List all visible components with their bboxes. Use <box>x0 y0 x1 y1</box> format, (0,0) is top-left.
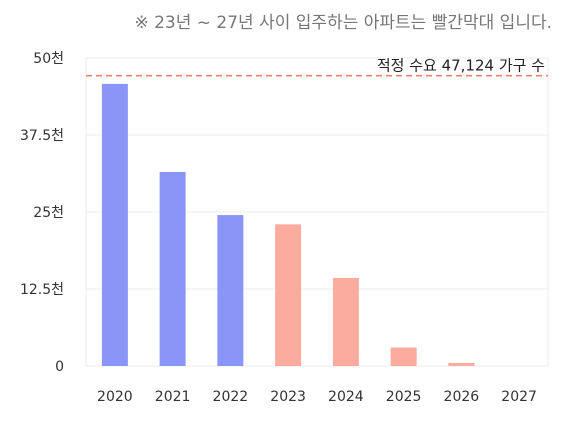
x-tick-label: 2023 <box>270 389 306 405</box>
bar <box>101 83 128 366</box>
y-tick-label: 50천 <box>33 51 64 67</box>
y-tick-label: 37.5천 <box>20 128 64 144</box>
y-tick-label: 12.5천 <box>20 282 64 298</box>
x-axis: 2020 2021 2022 2023 2024 2025 2026 2027 <box>97 389 537 405</box>
x-tick-label: 2025 <box>386 389 422 405</box>
y-axis: 0 12.5천 25천 37.5천 50천 <box>20 51 64 375</box>
bar <box>217 215 244 366</box>
reference-line-label: 적정 수요 47,124 가구 수 <box>377 57 545 75</box>
bar <box>332 277 359 366</box>
x-tick-label: 2022 <box>213 389 249 405</box>
x-tick-label: 2024 <box>328 389 364 405</box>
x-tick-label: 2026 <box>444 389 480 405</box>
gridlines <box>86 57 548 367</box>
x-tick-label: 2020 <box>97 389 133 405</box>
plot-area-border <box>85 57 549 367</box>
bar <box>390 347 417 366</box>
bars <box>101 83 475 366</box>
x-tick-label: 2021 <box>155 389 191 405</box>
bar <box>448 362 475 366</box>
x-tick-label: 2027 <box>501 389 537 405</box>
y-tick-label: 25천 <box>33 205 64 221</box>
bar <box>275 224 302 366</box>
bar <box>159 171 186 366</box>
y-tick-label: 0 <box>55 359 64 375</box>
chart-note: ※ 23년 ~ 27년 사이 입주하는 아파트는 빨간막대 입니다. <box>134 13 552 33</box>
